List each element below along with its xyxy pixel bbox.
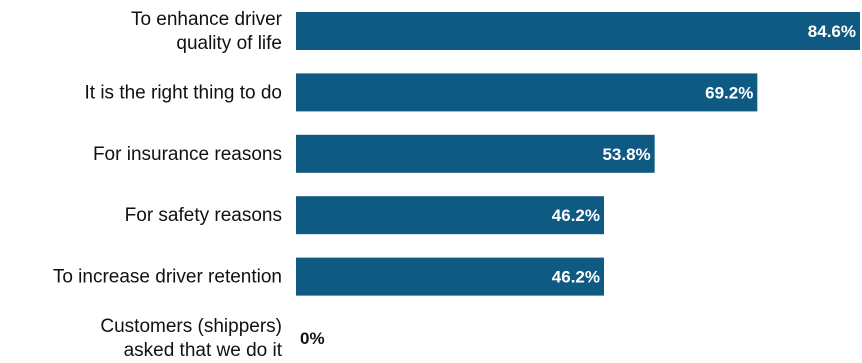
category-label: To enhance driver quality of life: [131, 9, 283, 54]
value-label: 53.8%: [602, 145, 650, 164]
category-label: It is the right thing to do: [84, 82, 282, 103]
value-label: 46.2%: [552, 206, 600, 225]
category-label: For safety reasons: [125, 205, 282, 226]
value-label: 0%: [300, 329, 325, 348]
value-label: 69.2%: [705, 83, 753, 102]
category-label: For insurance reasons: [93, 144, 282, 165]
bar: [296, 257, 604, 296]
value-label: 84.6%: [808, 22, 856, 41]
bar: [296, 73, 758, 112]
value-label: 46.2%: [552, 268, 600, 287]
category-label: Customers (shippers) asked that we do it: [100, 316, 282, 361]
category-label: To increase driver retention: [53, 267, 282, 288]
bar: [296, 12, 860, 50]
bar: [296, 196, 604, 235]
bar: [296, 134, 655, 173]
